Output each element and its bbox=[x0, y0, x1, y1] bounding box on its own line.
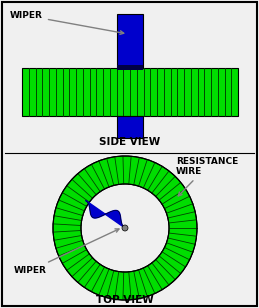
Text: SIDE VIEW: SIDE VIEW bbox=[99, 137, 161, 147]
Circle shape bbox=[53, 156, 197, 300]
Bar bbox=[117, 14, 143, 68]
Text: TOP VIEW: TOP VIEW bbox=[96, 295, 154, 305]
Bar bbox=[117, 65, 143, 70]
Circle shape bbox=[122, 225, 128, 231]
Text: RESISTANCE
WIRE: RESISTANCE WIRE bbox=[176, 156, 238, 196]
Circle shape bbox=[81, 184, 169, 272]
Bar bbox=[22, 68, 238, 116]
Bar bbox=[117, 116, 143, 138]
Polygon shape bbox=[86, 201, 125, 228]
Text: WIPER: WIPER bbox=[10, 11, 124, 34]
Text: WIPER: WIPER bbox=[14, 229, 119, 275]
